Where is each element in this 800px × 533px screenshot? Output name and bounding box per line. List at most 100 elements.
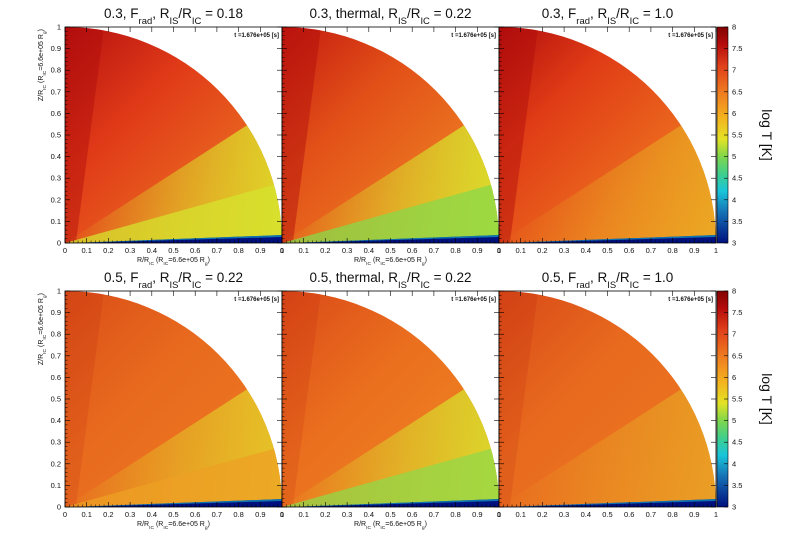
x-tick-label: 0.1 <box>298 246 308 255</box>
panel-4: 0 0.1 0.2 0.3 0.4 0.5 0.6 0.7 0.8 0.9 100.10.20.30… <box>38 270 284 531</box>
temperature-field <box>282 291 499 507</box>
x-tick-label: 0.8 <box>233 510 243 519</box>
y-tick-label: 0.7 <box>51 87 61 96</box>
x-tick-label: 0.9 <box>472 510 482 519</box>
x-axis-label: R/RIC (RIC=6.6e+05 Rg) <box>354 521 427 531</box>
y-tick-label: 0.4 <box>51 416 61 425</box>
x-tick-label: 0.5 <box>602 246 612 255</box>
panel-5: 0 0.1 0.2 0.3 0.4 0.5 0.6 0.7 0.8 0.9 1 R/RIC (RIC=… <box>280 270 501 531</box>
x-tick-label: 0.5 <box>168 246 178 255</box>
y-tick-label: 0.5 <box>51 131 61 140</box>
y-tick-label: 0.4 <box>51 152 61 161</box>
x-tick-label: 1 <box>714 510 718 519</box>
y-tick-label: 0.5 <box>51 395 61 404</box>
x-tick-label: 0.7 <box>212 510 222 519</box>
panel-title: 0.5, Frad, RIS/RIC = 1.0 <box>542 270 673 291</box>
colorbar-tick-label: 3 <box>732 503 736 512</box>
colorbar-tick-label: 8 <box>732 23 736 32</box>
x-tick-label: 0 <box>63 510 67 519</box>
x-tick-label: 0.6 <box>407 510 417 519</box>
x-tick-label: 0.3 <box>342 510 352 519</box>
x-axis-label: R/RIC (RIC=6.6e+05 Rg) <box>137 257 210 267</box>
colorbar-tick-label: 5 <box>732 416 736 425</box>
x-tick-label: 0.4 <box>581 246 591 255</box>
colorbars: 3 3.5 4 4.5 5 5.5 6 6.5 7 7.5 8 log T [K] 3 3.5 4 4.5 5 5… <box>716 23 775 512</box>
x-tick-label: 0.8 <box>450 510 460 519</box>
temperature-field <box>499 27 716 243</box>
colorbar-tick-label: 3.5 <box>732 481 742 490</box>
x-tick-label: 0 <box>63 246 67 255</box>
x-tick-label: 0.3 <box>342 246 352 255</box>
x-tick-label: 1 <box>280 246 284 255</box>
y-tick-label: 1 <box>57 23 61 32</box>
x-tick-label: 1 <box>497 246 501 255</box>
x-tick-label: 0.4 <box>147 246 157 255</box>
x-tick-label: 0.2 <box>320 246 330 255</box>
x-tick-label: 0.9 <box>255 510 265 519</box>
time-annotation: t =1.676e+05 [s] <box>451 33 496 39</box>
x-axis-label: R/RIC (RIC=6.6e+05 Rg) <box>137 521 210 531</box>
x-tick-label: 0.3 <box>559 510 569 519</box>
x-tick-label: 0.1 <box>515 246 525 255</box>
y-tick-label: 0.2 <box>51 459 61 468</box>
colorbar-tick-label: 8 <box>732 287 736 296</box>
y-tick-label: 0 <box>57 239 61 248</box>
y-tick-label: 0 <box>57 503 61 512</box>
colorbar-tick-label: 3 <box>732 239 736 248</box>
colorbar-tick-label: 6.5 <box>732 87 742 96</box>
x-tick-label: 0.8 <box>233 246 243 255</box>
x-tick-label: 0.1 <box>81 510 91 519</box>
colorbar-tick-label: 5.5 <box>732 131 742 140</box>
x-tick-label: 0.5 <box>168 510 178 519</box>
colorbar-tick-label: 7.5 <box>732 308 742 317</box>
x-tick-label: 1 <box>280 510 284 519</box>
x-tick-label: 0 <box>497 510 501 519</box>
x-tick-label: 0.5 <box>385 246 395 255</box>
x-tick-label: 0.9 <box>689 246 699 255</box>
colorbar-tick-label: 5.5 <box>732 395 742 404</box>
y-tick-label: 0.2 <box>51 195 61 204</box>
x-tick-label: 0.9 <box>472 246 482 255</box>
x-tick-label: 0.4 <box>364 510 374 519</box>
colorbar-tick-label: 7 <box>732 66 736 75</box>
panel-1: 0 0.1 0.2 0.3 0.4 0.5 0.6 0.7 0.8 0.9 100.10.20.30… <box>38 6 284 267</box>
colorbar-tick-label: 7.5 <box>732 44 742 53</box>
time-annotation: t =1.676e+05 [s] <box>668 297 713 303</box>
y-tick-label: 0.3 <box>51 438 61 447</box>
panel-title: 0.5, thermal, RIS/RIC = 0.22 <box>309 270 471 291</box>
x-tick-label: 0.2 <box>537 510 547 519</box>
x-tick-label: 0.3 <box>125 510 135 519</box>
y-tick-label: 0.6 <box>51 109 61 118</box>
x-tick-label: 0.2 <box>103 246 113 255</box>
x-tick-label: 0.7 <box>429 246 439 255</box>
x-tick-label: 0.4 <box>581 510 591 519</box>
time-annotation: t =1.676e+05 [s] <box>668 33 713 39</box>
x-tick-label: 0.6 <box>624 510 634 519</box>
temperature-field <box>282 27 499 243</box>
x-tick-label: 0.4 <box>147 510 157 519</box>
y-tick-label: 1 <box>57 287 61 296</box>
colorbar-title: log T [K] <box>759 109 775 161</box>
colorbar-tick-label: 5 <box>732 152 736 161</box>
x-tick-label: 0.8 <box>450 246 460 255</box>
y-tick-label: 0.7 <box>51 351 61 360</box>
y-tick-label: 0.8 <box>51 66 61 75</box>
panel-title: 0.5, Frad, RIS/RIC = 0.22 <box>104 270 243 291</box>
temperature-field <box>65 27 282 243</box>
y-tick-label: 0.9 <box>51 44 61 53</box>
y-tick-label: 0.8 <box>51 330 61 339</box>
x-tick-label: 0.7 <box>212 246 222 255</box>
y-axis-label: Z/RIC (RIC=6.6e+05 Rg) <box>38 29 48 101</box>
x-tick-label: 1 <box>497 510 501 519</box>
x-tick-label: 0.5 <box>602 510 612 519</box>
x-tick-label: 0 <box>280 246 284 255</box>
x-tick-label: 0.7 <box>646 510 656 519</box>
time-annotation: t =1.676e+05 [s] <box>234 297 279 303</box>
x-tick-label: 0.5 <box>385 510 395 519</box>
panel-title: 0.3, Frad, RIS/RIC = 1.0 <box>542 6 673 27</box>
x-tick-label: 0.1 <box>515 510 525 519</box>
x-tick-label: 0.7 <box>646 246 656 255</box>
colorbar-tick-label: 6.5 <box>732 351 742 360</box>
colorbar-tick-label: 4.5 <box>732 438 742 447</box>
